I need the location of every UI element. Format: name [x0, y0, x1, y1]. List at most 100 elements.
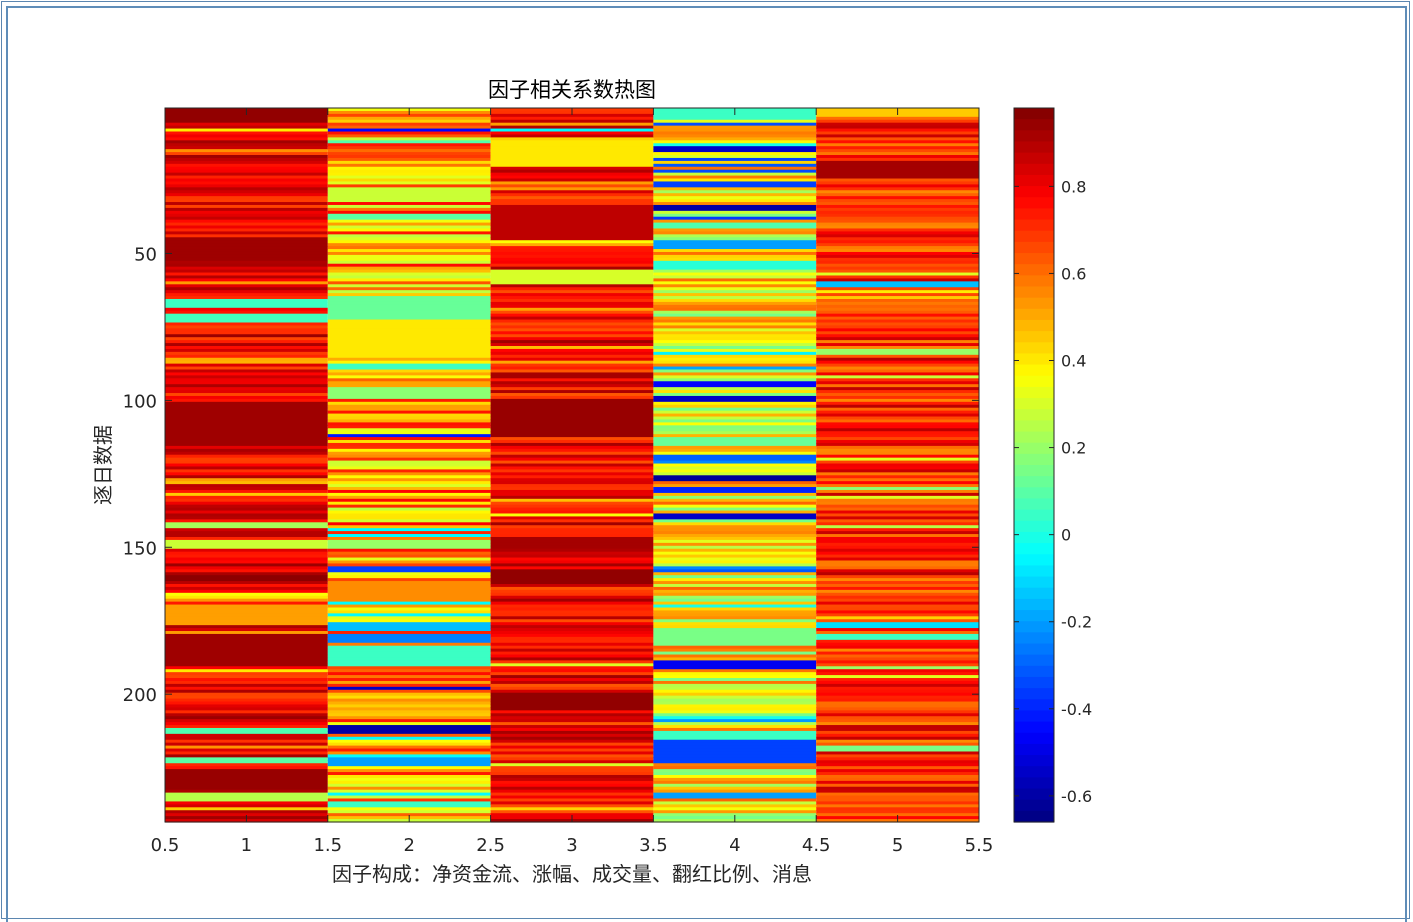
heatmap-cell [653, 689, 817, 694]
heatmap-cell [327, 190, 491, 194]
heatmap-cell [653, 739, 817, 744]
heatmap-cell [490, 348, 654, 353]
heatmap-cell [165, 575, 328, 579]
heatmap-cell [327, 210, 491, 215]
heatmap-cell [327, 251, 491, 256]
heatmap-cell [490, 122, 654, 127]
heatmap-cell [816, 316, 979, 321]
heatmap-cell [816, 692, 979, 697]
heatmap-cell [816, 354, 979, 359]
colorbar-step [1014, 420, 1054, 433]
heatmap-cell [653, 563, 817, 567]
heatmap-cell [490, 563, 654, 567]
heatmap-cell [816, 528, 979, 532]
heatmap-cell [653, 774, 817, 779]
heatmap-cell [490, 448, 654, 453]
heatmap-cell [653, 745, 817, 750]
heatmap-cell [327, 654, 491, 659]
heatmap-cell [816, 636, 979, 641]
heatmap-cell [490, 445, 654, 450]
heatmap-cell [490, 704, 654, 709]
heatmap-cell [327, 745, 491, 750]
heatmap-cell [653, 601, 817, 606]
heatmap-cell [816, 278, 979, 282]
heatmap-cell [490, 434, 654, 438]
heatmap-cell [816, 789, 979, 794]
heatmap-cell [816, 704, 979, 709]
heatmap-cell [653, 152, 817, 156]
heatmap-cell [165, 633, 328, 638]
heatmap-cell [490, 451, 654, 456]
heatmap-cell [653, 686, 817, 691]
heatmap-cell [816, 442, 979, 447]
heatmap-cell [490, 519, 654, 523]
heatmap-cell [653, 307, 817, 312]
heatmap-cell [165, 222, 328, 227]
heatmap-cell [327, 281, 491, 285]
heatmap-cell [327, 169, 491, 174]
heatmap-cell [165, 663, 328, 667]
heatmap-cell [165, 545, 328, 550]
heatmap-cell [165, 777, 328, 782]
heatmap-cell [490, 777, 654, 782]
heatmap-cell [165, 287, 328, 291]
heatmap-cell [165, 149, 328, 153]
heatmap-cell [653, 301, 817, 306]
heatmap-cell [653, 137, 817, 141]
heatmap-cell [816, 492, 979, 497]
heatmap-cell [490, 413, 654, 418]
heatmap-cell [165, 225, 328, 230]
heatmap-cell [816, 131, 979, 136]
heatmap-cell [816, 372, 979, 376]
heatmap-cell [653, 398, 817, 403]
heatmap-cell [653, 390, 817, 394]
heatmap-cell [653, 772, 817, 776]
heatmap-cell [653, 519, 817, 523]
heatmap-cell [816, 510, 979, 515]
heatmap-cell [816, 219, 979, 224]
heatmap-cell [653, 431, 817, 435]
heatmap-cell [327, 601, 491, 606]
heatmap-cell [327, 733, 491, 738]
heatmap-cell [490, 163, 654, 168]
heatmap-cell [327, 651, 491, 656]
heatmap-cell [165, 169, 328, 174]
heatmap-cell [816, 498, 979, 503]
heatmap-cell [490, 707, 654, 711]
heatmap-cell [165, 672, 328, 676]
heatmap-cell [653, 231, 817, 235]
heatmap-cell [165, 404, 328, 409]
heatmap-cell [653, 584, 817, 588]
colorbar-step [1014, 465, 1054, 477]
colorbar [1013, 107, 1055, 823]
heatmap-cell [327, 166, 491, 171]
heatmap-cell [816, 507, 979, 512]
heatmap-cell [327, 683, 491, 688]
heatmap-cell [165, 366, 328, 371]
heatmap-cell [327, 163, 491, 168]
heatmap-cell [165, 622, 328, 626]
heatmap-cell [816, 451, 979, 456]
heatmap-cell [490, 528, 654, 532]
heatmap-cell [165, 601, 328, 606]
colorbar-step [1014, 319, 1054, 332]
heatmap-cell [816, 663, 979, 667]
heatmap-cell [490, 278, 654, 282]
heatmap-cell [327, 757, 491, 761]
heatmap-cell [816, 725, 979, 729]
heatmap-cell [490, 284, 654, 288]
heatmap-cell [165, 760, 328, 764]
heatmap-cell [490, 683, 654, 688]
heatmap-cell [816, 210, 979, 215]
heatmap-cell [490, 481, 654, 485]
heatmap-cell [165, 769, 328, 773]
heatmap-cell [327, 813, 491, 817]
heatmap-cell [816, 384, 979, 388]
heatmap-cell [490, 219, 654, 224]
heatmap-cell [816, 581, 979, 585]
heatmap-cell [490, 525, 654, 529]
heatmap-cell [490, 534, 654, 538]
heatmap-cell [165, 328, 328, 332]
heatmap-cell [653, 525, 817, 529]
heatmap-cell [816, 742, 979, 747]
